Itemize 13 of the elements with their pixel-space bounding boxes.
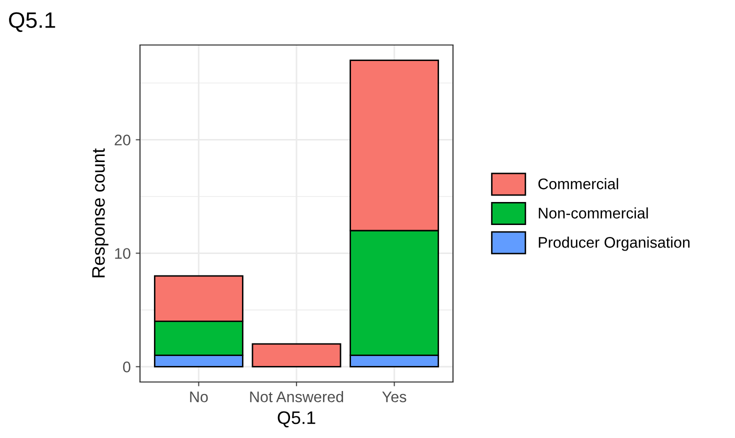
x-tick-label: Yes bbox=[382, 392, 406, 402]
bar bbox=[252, 343, 342, 368]
legend-label: Commercial bbox=[538, 178, 618, 190]
y-tick-label: 0 bbox=[123, 362, 130, 372]
x-tick-label: Not Answered bbox=[250, 391, 344, 402]
legend-label: Producer Organisation bbox=[538, 236, 690, 251]
chart-title: Q5.1 bbox=[9, 12, 56, 32]
legend-label: Non-commercial bbox=[538, 207, 648, 219]
y-tick-label: 10 bbox=[115, 248, 130, 259]
y-tick-label: 20 bbox=[114, 134, 130, 146]
x-tick-label: No bbox=[190, 392, 208, 402]
y-axis-title: Response count bbox=[92, 148, 108, 278]
x-axis-title: Q5.1 bbox=[278, 411, 316, 428]
